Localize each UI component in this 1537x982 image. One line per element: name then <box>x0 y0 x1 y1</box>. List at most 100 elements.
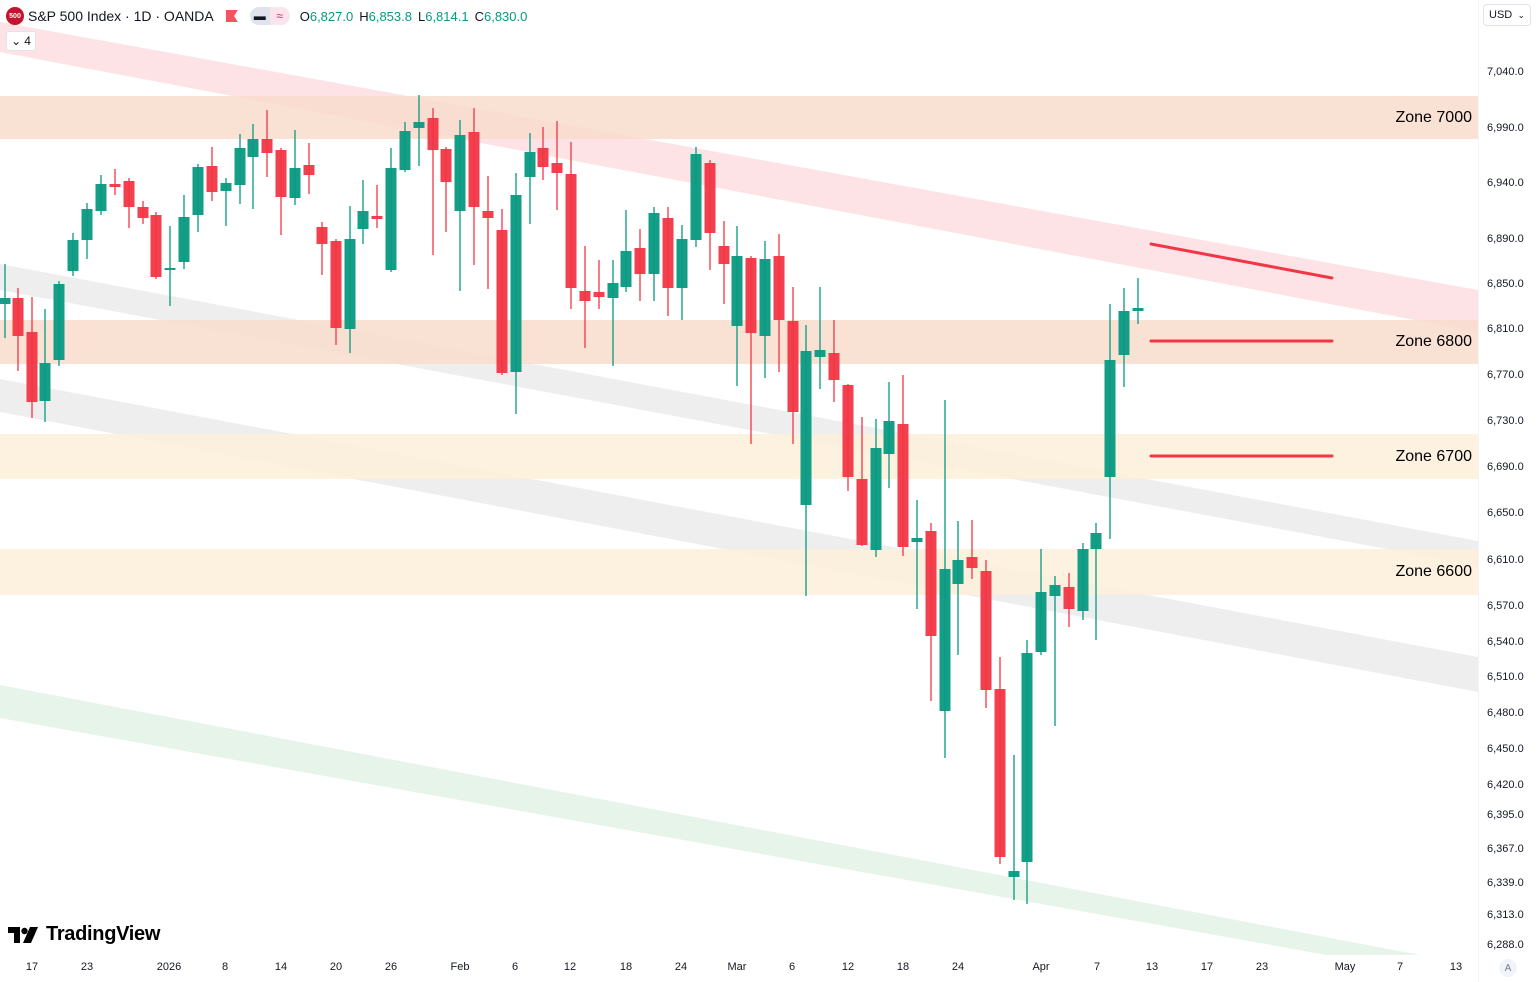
candle <box>828 320 840 402</box>
candle <box>537 127 549 180</box>
candle <box>1035 549 1047 655</box>
candle <box>1077 543 1089 620</box>
price-tick: 6,480.0 <box>1487 707 1524 719</box>
candle <box>206 147 218 201</box>
currency-label: USD <box>1489 9 1513 21</box>
date-tick: 18 <box>619 961 633 973</box>
candle <box>0 264 11 338</box>
ohlc-key: L <box>417 8 426 24</box>
candle <box>620 210 632 292</box>
date-tick: 24 <box>674 961 688 973</box>
candle <box>1008 755 1020 900</box>
minus-icon[interactable]: ▬ <box>249 7 270 25</box>
candle <box>1118 288 1130 387</box>
candle <box>787 287 799 444</box>
ohlc-value: 6,814.1 <box>425 8 469 24</box>
candle <box>303 143 315 194</box>
candle <box>1090 523 1102 640</box>
candle <box>911 500 923 609</box>
price-tick: 6,770.0 <box>1487 369 1524 381</box>
collapse-indicators-button[interactable]: ⌄ 4 <box>6 31 36 51</box>
date-tick: 14 <box>274 961 288 973</box>
price-chart[interactable] <box>0 0 1478 955</box>
price-tick: 6,890.0 <box>1487 233 1524 245</box>
symbol-legend: 500 S&P 500 Index · 1D · OANDA ▬ ≈ O6,82… <box>6 6 533 26</box>
candle <box>440 147 452 232</box>
candle <box>745 256 757 444</box>
candle <box>427 108 439 255</box>
candle <box>994 657 1006 864</box>
price-tick: 7,040.0 <box>1487 66 1524 78</box>
zone-box[interactable] <box>0 96 1478 139</box>
candle <box>1049 576 1061 726</box>
ohlc-key: C <box>474 8 484 24</box>
tradingview-logo[interactable]: TradingView <box>8 923 160 946</box>
price-tick: 6,288.0 <box>1487 939 1524 951</box>
date-tick: 12 <box>563 961 577 973</box>
candle <box>718 221 730 304</box>
candle <box>1104 304 1116 539</box>
date-tick: Feb <box>450 961 470 973</box>
candle <box>123 178 135 228</box>
candle <box>164 226 176 306</box>
candle <box>261 110 273 177</box>
target-line[interactable] <box>1149 242 1334 280</box>
date-tick: 20 <box>329 961 343 973</box>
flag-icon[interactable] <box>225 10 238 22</box>
candle <box>939 400 951 758</box>
ohlc-values: O6,827.0 H6,853.8 L6,814.1 C6,830.0 <box>300 9 534 24</box>
candle <box>357 180 369 244</box>
candle <box>883 382 895 488</box>
auto-scale-button[interactable]: A <box>1499 959 1517 977</box>
sp500-logo-icon: 500 <box>6 7 24 25</box>
candle <box>648 207 660 301</box>
candle <box>524 133 536 224</box>
date-tick: 2026 <box>156 961 182 973</box>
date-tick: 7 <box>1093 961 1101 973</box>
candle <box>731 226 743 386</box>
zone-label: Zone 6800 <box>1395 333 1472 350</box>
indicator-pill[interactable]: ▬ ≈ <box>249 7 290 25</box>
currency-selector[interactable]: USD ⌄ <box>1483 4 1531 26</box>
zone-box[interactable] <box>0 549 1478 595</box>
candle <box>150 212 162 279</box>
candle <box>39 309 51 422</box>
zone-label: Zone 7000 <box>1395 108 1472 126</box>
candle <box>67 233 79 276</box>
candle <box>247 124 259 209</box>
candle <box>220 178 232 226</box>
date-tick: May <box>1334 961 1356 973</box>
price-tick: 6,395.0 <box>1487 809 1524 821</box>
price-tick: 6,730.0 <box>1487 415 1524 427</box>
date-tick: 12 <box>841 961 855 973</box>
price-axis[interactable] <box>1478 0 1537 982</box>
candle <box>607 260 619 366</box>
candle <box>662 207 674 316</box>
candle <box>551 121 563 210</box>
candle <box>413 95 425 166</box>
candle <box>814 287 826 389</box>
candlesticks <box>0 95 1144 904</box>
ohlc-value: 6,853.8 <box>368 8 412 24</box>
candle <box>634 229 646 301</box>
candle <box>137 201 149 224</box>
candle <box>95 175 107 215</box>
date-tick: 24 <box>951 961 965 973</box>
price-tick: 6,690.0 <box>1487 461 1524 473</box>
indicator-count: 4 <box>24 34 31 48</box>
symbol-title[interactable]: S&P 500 Index · 1D · OANDA <box>28 8 214 24</box>
ohlc-key: H <box>359 8 369 24</box>
candle <box>565 142 577 309</box>
date-tick: 17 <box>1200 961 1214 973</box>
channel-green[interactable] <box>0 685 1478 955</box>
candle <box>289 130 301 205</box>
price-tick: 6,420.0 <box>1487 779 1524 791</box>
ohlc-value: 6,830.0 <box>483 8 528 24</box>
candle <box>344 206 356 353</box>
candle <box>593 260 605 309</box>
candle <box>468 108 480 265</box>
candle <box>454 120 466 291</box>
candle <box>676 225 688 320</box>
approx-icon[interactable]: ≈ <box>269 7 290 25</box>
date-tick: 23 <box>80 961 94 973</box>
